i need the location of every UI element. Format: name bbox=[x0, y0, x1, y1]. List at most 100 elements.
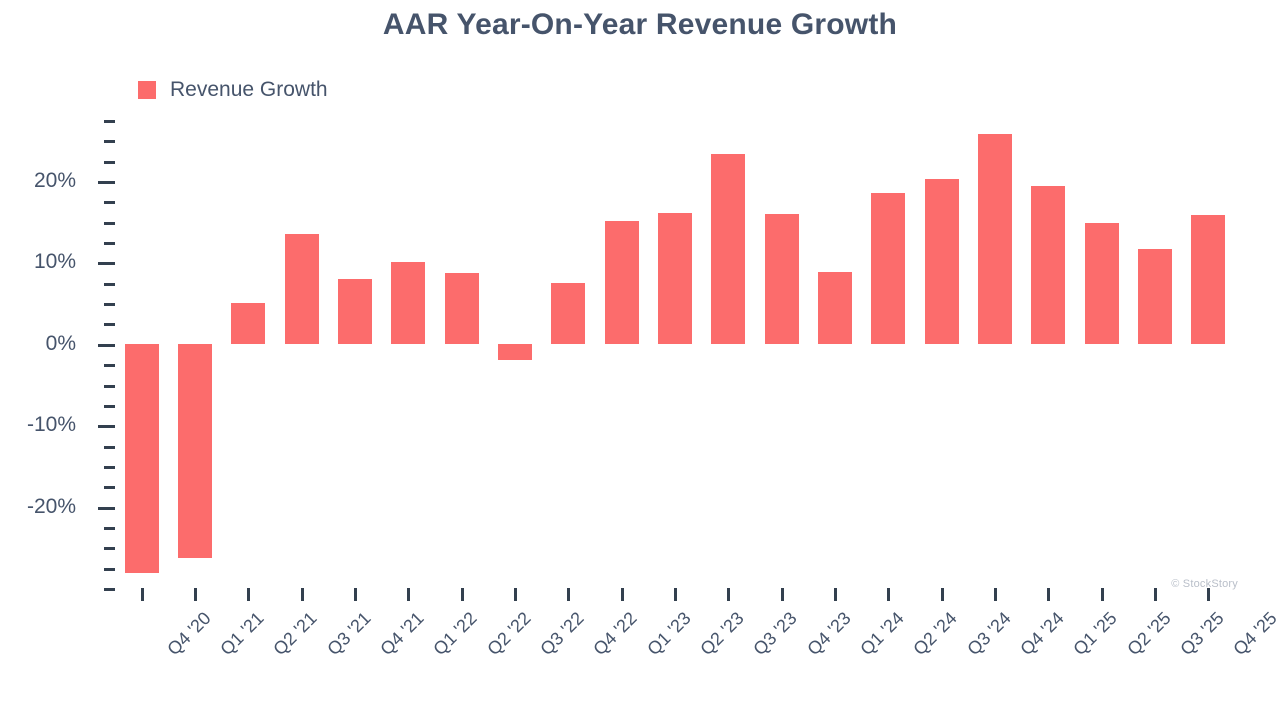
bar-slot: Q3 '25 bbox=[1128, 120, 1228, 659]
y-axis-major-tick bbox=[98, 506, 115, 510]
y-axis-major-tick bbox=[98, 181, 115, 185]
y-axis-minor-tick bbox=[104, 465, 115, 469]
x-axis-tick bbox=[513, 588, 517, 601]
y-axis-minor-tick bbox=[104, 242, 115, 246]
y-axis-minor-tick bbox=[104, 445, 115, 449]
x-axis-tick-label: Q4 '22 bbox=[589, 608, 641, 660]
bar[interactable] bbox=[337, 278, 373, 344]
bar-slot: Q2 '23 bbox=[648, 120, 748, 659]
x-axis-tick-label: Q2 '24 bbox=[909, 608, 961, 660]
legend-swatch-revenue-growth bbox=[138, 81, 156, 99]
x-axis-tick-label: Q3 '24 bbox=[963, 608, 1015, 660]
y-axis-minor-tick bbox=[104, 384, 115, 388]
bar-slot: Q4 '22 bbox=[542, 120, 641, 659]
y-axis-minor-tick bbox=[104, 486, 115, 490]
bar[interactable] bbox=[711, 154, 746, 344]
x-axis-tick bbox=[1207, 588, 1211, 601]
bar[interactable] bbox=[817, 272, 853, 344]
x-axis-tick bbox=[193, 588, 197, 601]
bar[interactable] bbox=[497, 343, 533, 361]
bar[interactable] bbox=[231, 303, 266, 344]
x-axis-tick bbox=[940, 588, 944, 601]
bar[interactable] bbox=[444, 273, 479, 344]
x-axis-tick-label: Q3 '23 bbox=[749, 608, 801, 660]
y-axis-minor-tick bbox=[104, 364, 115, 368]
x-axis-tick bbox=[620, 588, 624, 601]
x-axis-tick-label: Q4 '24 bbox=[1016, 608, 1068, 660]
bar-slot: Q3 '23 bbox=[702, 120, 801, 659]
bar[interactable] bbox=[977, 133, 1013, 344]
x-axis-tick bbox=[1153, 588, 1157, 601]
x-axis-tick bbox=[407, 588, 411, 601]
x-axis-tick bbox=[567, 588, 571, 601]
bar-slot: Q1 '23 bbox=[595, 120, 694, 659]
bar[interactable] bbox=[871, 193, 906, 344]
legend-label-revenue-growth: Revenue Growth bbox=[170, 78, 328, 101]
y-axis-minor-tick bbox=[104, 282, 115, 286]
x-axis-tick bbox=[673, 588, 677, 601]
y-axis-tick-label: 0% bbox=[45, 331, 76, 355]
bar-slot: Q1 '24 bbox=[808, 120, 908, 659]
bar[interactable] bbox=[124, 343, 159, 574]
bar-slot: Q1 '22 bbox=[382, 120, 481, 659]
x-axis-tick-label: Q4 '20 bbox=[163, 608, 215, 660]
bar-group: Q4 '20 Q1 '21 Q2 '21 Q3 '21 Q4 '21 Q1 '22 Q2 '… bbox=[115, 120, 1280, 659]
y-axis-tick-label: 20% bbox=[33, 169, 76, 193]
x-axis-tick-label: Q1 '22 bbox=[429, 608, 481, 660]
x-axis-tick bbox=[460, 588, 464, 601]
bar-slot: Q1 '21 bbox=[168, 120, 268, 659]
x-axis-tick bbox=[727, 588, 731, 601]
x-axis-tick-label: Q2 '23 bbox=[696, 608, 748, 660]
bar[interactable] bbox=[604, 220, 639, 344]
x-axis-tick bbox=[300, 588, 304, 601]
y-axis-minor-tick bbox=[104, 404, 115, 408]
x-axis-tick-label: Q3 '25 bbox=[1176, 608, 1228, 660]
bar[interactable] bbox=[657, 212, 693, 344]
bar-slot: Q4 '21 bbox=[328, 120, 428, 659]
y-axis-minor-tick bbox=[104, 303, 115, 307]
x-axis-tick bbox=[833, 588, 837, 601]
x-axis-tick-label: Q1 '21 bbox=[216, 608, 268, 660]
x-axis-tick bbox=[993, 588, 997, 601]
x-axis-tick bbox=[1100, 588, 1104, 601]
watermark: © StockStory bbox=[1171, 578, 1238, 590]
bar-slot: Q2 '22 bbox=[435, 120, 534, 659]
bar[interactable] bbox=[391, 261, 426, 344]
bar-slot: Q1 '25 bbox=[1022, 120, 1121, 659]
bar-slot: Q4 '20 bbox=[115, 120, 214, 659]
bar[interactable] bbox=[551, 282, 586, 344]
x-axis-tick-label: Q4 '25 bbox=[1229, 608, 1280, 660]
plot-area: -20% -10% 0% 10% 20% Q4 '20 Q1 '21 Q2 '21 Q3 '2… bbox=[27, 120, 1280, 659]
y-axis-major-tick bbox=[98, 425, 115, 429]
bar[interactable] bbox=[177, 343, 213, 558]
y-axis-tick-label: 10% bbox=[33, 250, 76, 274]
y-axis-minor-tick bbox=[104, 588, 115, 591]
x-axis-tick bbox=[1047, 588, 1051, 601]
bar[interactable] bbox=[1084, 222, 1119, 344]
bar[interactable] bbox=[1191, 215, 1226, 344]
y-axis-minor-tick bbox=[104, 160, 115, 164]
bar-slot: Q2 '21 bbox=[222, 120, 321, 659]
y-axis-major-tick bbox=[98, 343, 115, 347]
x-axis-tick-label: Q1 '23 bbox=[643, 608, 695, 660]
bar[interactable] bbox=[764, 213, 799, 344]
bar[interactable] bbox=[924, 178, 959, 344]
bar[interactable] bbox=[1031, 185, 1066, 344]
y-axis-minor-tick bbox=[104, 547, 115, 551]
bar-slot: Q2 '25 bbox=[1075, 120, 1174, 659]
x-axis-tick bbox=[353, 588, 357, 601]
bar-slot: Q4 '25 bbox=[1182, 120, 1280, 659]
bar[interactable] bbox=[1137, 248, 1173, 344]
bar-slot: Q2 '24 bbox=[862, 120, 961, 659]
bar-slot: Q3 '21 bbox=[275, 120, 374, 659]
x-axis-tick-label: Q2 '25 bbox=[1123, 608, 1175, 660]
x-axis-tick-label: Q3 '22 bbox=[536, 608, 588, 660]
bar-slot: Q3 '22 bbox=[488, 120, 588, 659]
bar-slot: Q4 '24 bbox=[968, 120, 1068, 659]
x-axis-tick-label: Q2 '22 bbox=[483, 608, 535, 660]
y-axis-minor-tick bbox=[104, 120, 115, 123]
bar[interactable] bbox=[284, 233, 319, 344]
x-axis-tick bbox=[780, 588, 784, 601]
y-axis-tick-label: -20% bbox=[26, 494, 76, 518]
